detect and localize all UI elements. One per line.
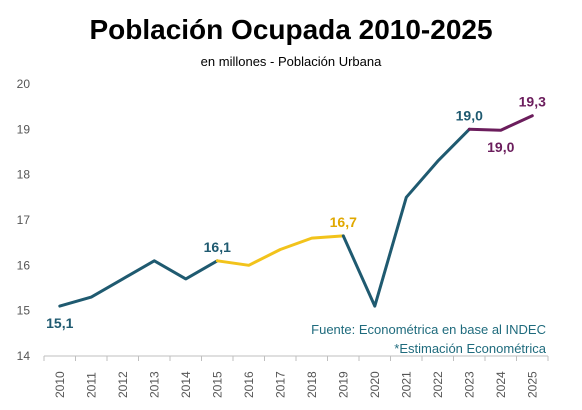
- x-tick-label: 2013: [147, 371, 161, 398]
- series-line-segment: [467, 114, 534, 132]
- x-tick-label: 2021: [399, 371, 413, 398]
- x-tick-label: 2011: [84, 372, 98, 398]
- x-tick-label: 2019: [336, 371, 350, 398]
- x-tick-label: 2010: [53, 371, 67, 398]
- data-label: 15,1: [46, 315, 73, 331]
- data-label: 16,1: [204, 239, 231, 255]
- data-label: 19,0: [487, 139, 514, 155]
- x-tick-label: 2017: [273, 371, 287, 398]
- data-label: 16,7: [330, 214, 357, 230]
- x-tick-label: 2024: [494, 371, 508, 398]
- y-tick-label: 18: [17, 168, 31, 182]
- y-tick-label: 17: [17, 213, 31, 227]
- x-tick-label: 2025: [525, 371, 539, 398]
- series-line-segment: [58, 259, 219, 308]
- y-tick-label: 16: [17, 258, 31, 272]
- estimate-note: *Estimación Econométrica: [394, 341, 546, 356]
- data-label: 19,3: [519, 94, 546, 110]
- source-note: Fuente: Econométrica en base al INDEC: [311, 322, 546, 337]
- y-tick-label: 19: [17, 122, 31, 136]
- series-line-segment: [215, 234, 345, 267]
- x-tick-label: 2020: [368, 371, 382, 398]
- x-tick-label: 2022: [431, 371, 445, 398]
- y-tick-label: 20: [17, 77, 31, 91]
- x-tick-label: 2012: [116, 371, 130, 398]
- x-tick-label: 2016: [242, 371, 256, 398]
- chart-title: Población Ocupada 2010-2025: [89, 14, 493, 45]
- x-tick-label: 2014: [179, 371, 193, 398]
- y-tick-label: 15: [17, 304, 31, 318]
- x-tick-label: 2023: [462, 371, 476, 398]
- x-tick-label: 2015: [210, 371, 224, 398]
- y-tick-label: 14: [17, 349, 31, 363]
- series-line-segment: [341, 127, 471, 308]
- x-tick-label: 2018: [305, 371, 319, 398]
- data-label: 19,0: [456, 107, 483, 123]
- chart-subtitle: en millones - Población Urbana: [200, 54, 382, 69]
